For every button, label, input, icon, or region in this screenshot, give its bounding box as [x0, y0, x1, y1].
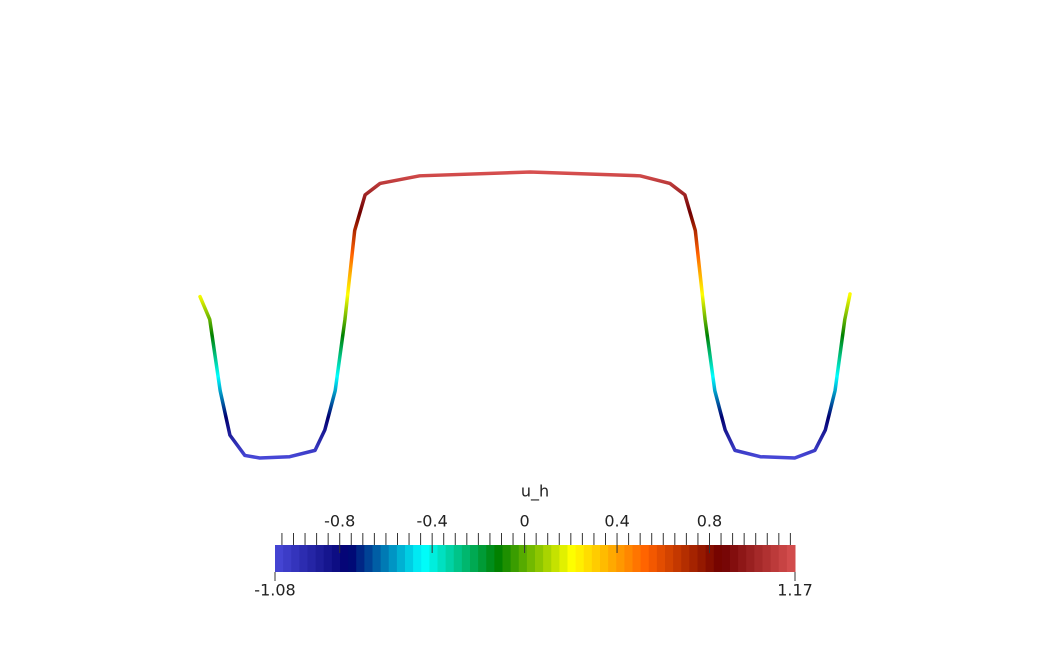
- colorbar-swatch: [323, 545, 333, 572]
- colorbar-swatch: [445, 545, 455, 572]
- colorbar-swatch: [591, 545, 601, 572]
- colorbar-swatch: [746, 545, 755, 572]
- colorbar-swatch: [372, 545, 382, 572]
- colorbar-swatch: [380, 545, 390, 572]
- colorbar-swatch: [656, 545, 666, 572]
- colorbar-swatch: [754, 545, 763, 572]
- colorbar-range-label: 1.17: [777, 581, 813, 600]
- colorbar-swatch: [770, 545, 780, 572]
- colorbar-swatch: [470, 545, 479, 572]
- colorbar-swatch: [461, 545, 471, 572]
- colorbar-swatch: [421, 545, 430, 572]
- colorbar-swatch: [721, 545, 731, 572]
- colorbar-swatch: [348, 545, 357, 572]
- colorbar-range-label: -1.08: [254, 581, 295, 600]
- colorbar-swatch: [307, 545, 317, 572]
- colorbar-tick-label: -0.4: [417, 512, 448, 531]
- colorbar-swatch: [413, 545, 422, 572]
- colorbar-swatch: [543, 545, 552, 572]
- colorbar-swatch: [437, 545, 447, 572]
- colorbar-swatch: [340, 545, 349, 572]
- colorbar-title: u_h: [521, 482, 549, 502]
- colorbar-swatch: [567, 545, 577, 572]
- colorbar-swatch: [786, 545, 796, 572]
- colorbar-swatch: [608, 545, 617, 572]
- colorbar-swatch: [697, 545, 707, 572]
- colorbar-swatch: [689, 545, 698, 572]
- colorbar-tick-label: -0.8: [324, 512, 355, 531]
- colorbar-swatch: [453, 545, 463, 572]
- colorbar-swatch: [364, 545, 373, 572]
- colorbar-swatch: [665, 545, 674, 572]
- colorbar-swatch: [510, 545, 520, 572]
- colorbar-swatch: [299, 545, 308, 572]
- colorbar-tick-label: 0.8: [697, 512, 722, 531]
- colorbar-swatch: [624, 545, 633, 572]
- colorbar-swatch: [778, 545, 788, 572]
- colorbar-swatch: [535, 545, 544, 572]
- colorbar-swatch: [648, 545, 658, 572]
- colorbar-swatch: [559, 545, 568, 572]
- colorbar-swatch: [705, 545, 715, 572]
- colorbar-swatch: [575, 545, 585, 572]
- colorbar-swatch: [331, 545, 341, 572]
- colorbar-swatch: [673, 545, 682, 572]
- colorbar-swatch: [526, 545, 536, 572]
- colorbar-swatch: [762, 545, 772, 572]
- colorbar-tick-label: 0.4: [604, 512, 629, 531]
- colorbar-swatch: [429, 545, 438, 572]
- colorbar-swatch: [583, 545, 593, 572]
- colorbar-swatch: [502, 545, 512, 572]
- colorbar-swatch: [551, 545, 560, 572]
- colorbar-swatch: [396, 545, 406, 572]
- colorbar-tick-label: 0: [520, 512, 530, 531]
- colorbar-swatch: [315, 545, 325, 572]
- colorbar-swatch: [632, 545, 642, 572]
- colorbar-swatch: [478, 545, 487, 572]
- colorbar-swatch: [600, 545, 609, 572]
- colorbar-swatch: [275, 545, 284, 572]
- colorbar-swatch: [291, 545, 300, 572]
- colorbar-swatch: [518, 545, 528, 572]
- curve: [198, 170, 852, 460]
- colorbar-swatch: [640, 545, 650, 572]
- colorbar-swatch: [730, 545, 739, 572]
- colorbar-swatch: [388, 545, 398, 572]
- colorbar-swatch: [486, 545, 495, 572]
- colorbar-swatch: [283, 545, 292, 572]
- colorbar-swatch: [713, 545, 723, 572]
- colorbar-swatch: [616, 545, 625, 572]
- colorbar-swatch: [738, 545, 747, 572]
- colorbar-swatch: [356, 545, 365, 572]
- colorbar-swatch: [405, 545, 414, 572]
- colorbar-swatch: [681, 545, 690, 572]
- colorbar-swatch: [494, 545, 503, 572]
